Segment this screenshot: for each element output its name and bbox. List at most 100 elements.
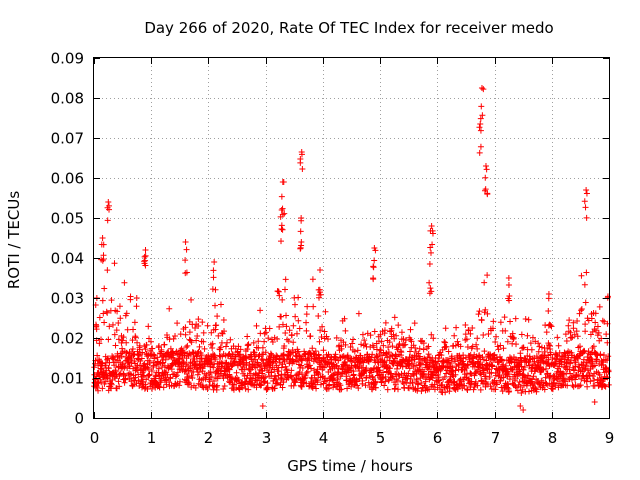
data-point [528, 346, 535, 353]
data-point [555, 342, 562, 349]
data-point [484, 272, 491, 279]
data-point [509, 330, 516, 337]
data-point [219, 353, 226, 360]
data-point [584, 375, 591, 382]
data-point [473, 341, 480, 348]
data-point [321, 328, 328, 335]
data-point [303, 327, 310, 334]
x-tick-label: 1 [147, 429, 157, 447]
data-point [123, 349, 130, 356]
data-point [395, 371, 402, 378]
data-point [425, 343, 432, 350]
data-point [427, 249, 434, 256]
data-point [129, 337, 136, 344]
data-point [545, 322, 552, 329]
data-point [115, 336, 122, 343]
data-point [478, 103, 485, 110]
data-point [342, 327, 349, 334]
data-point [133, 303, 140, 310]
data-point [420, 340, 427, 347]
data-point [454, 338, 461, 345]
y-tick-label: 0.02 [51, 330, 84, 348]
data-point [514, 387, 521, 394]
data-point [161, 341, 168, 348]
data-point [573, 328, 580, 335]
data-point [463, 365, 470, 372]
data-point [591, 362, 598, 369]
data-point [303, 311, 310, 318]
data-point [283, 312, 290, 319]
data-point [450, 379, 457, 386]
data-point [299, 364, 306, 371]
data-point [424, 359, 431, 366]
data-point [257, 307, 264, 314]
data-point [479, 112, 486, 119]
data-point [155, 343, 162, 350]
data-point [446, 388, 453, 395]
data-point [96, 314, 103, 321]
data-point [502, 327, 509, 334]
data-point [567, 360, 574, 367]
data-point [99, 235, 106, 241]
data-point [371, 328, 378, 335]
data-point [105, 199, 112, 205]
data-point [577, 382, 584, 389]
data-point [243, 362, 250, 369]
data-point [476, 308, 483, 315]
chart-title: Day 266 of 2020, Rate Of TEC Index for r… [144, 19, 553, 37]
data-point [471, 372, 478, 379]
data-point [127, 371, 134, 378]
data-point [142, 346, 149, 353]
data-point [211, 377, 218, 384]
data-point [497, 377, 504, 384]
data-point [182, 257, 189, 264]
data-point [384, 386, 391, 393]
data-point [599, 317, 606, 324]
data-point [209, 286, 216, 293]
data-point [436, 377, 443, 384]
data-point [168, 366, 175, 373]
data-point [298, 215, 305, 221]
data-point [583, 214, 590, 221]
data-point [249, 375, 256, 382]
data-point [317, 267, 324, 273]
data-point [132, 334, 139, 341]
data-point [278, 207, 285, 213]
data-point [190, 368, 197, 375]
data-point [167, 375, 174, 382]
data-point [453, 324, 460, 331]
data-point [235, 376, 242, 383]
data-point [505, 282, 512, 289]
data-point [576, 310, 583, 317]
data-point [298, 149, 305, 155]
data-point [275, 368, 282, 375]
data-point [173, 372, 180, 379]
data-point [193, 337, 200, 344]
data-point [529, 334, 536, 341]
data-point [417, 360, 424, 367]
data-point [581, 281, 588, 288]
data-point [209, 345, 216, 352]
data-point [299, 371, 306, 378]
data-point [128, 378, 135, 385]
data-point [509, 366, 516, 373]
data-point [490, 318, 497, 325]
data-point [429, 227, 436, 234]
data-point [420, 346, 427, 353]
data-point [401, 342, 408, 349]
data-point [162, 356, 169, 363]
data-point [474, 345, 481, 352]
data-point [520, 366, 527, 373]
data-point [118, 353, 125, 360]
data-point [252, 356, 259, 363]
data-point [212, 302, 219, 309]
data-point [441, 373, 448, 380]
data-point [333, 334, 340, 341]
data-point [244, 333, 251, 340]
data-point [314, 377, 321, 384]
data-point [266, 325, 273, 332]
data-point [482, 383, 489, 390]
x-tick-label: 7 [491, 429, 501, 447]
data-point [512, 356, 519, 363]
data-point [132, 374, 139, 381]
